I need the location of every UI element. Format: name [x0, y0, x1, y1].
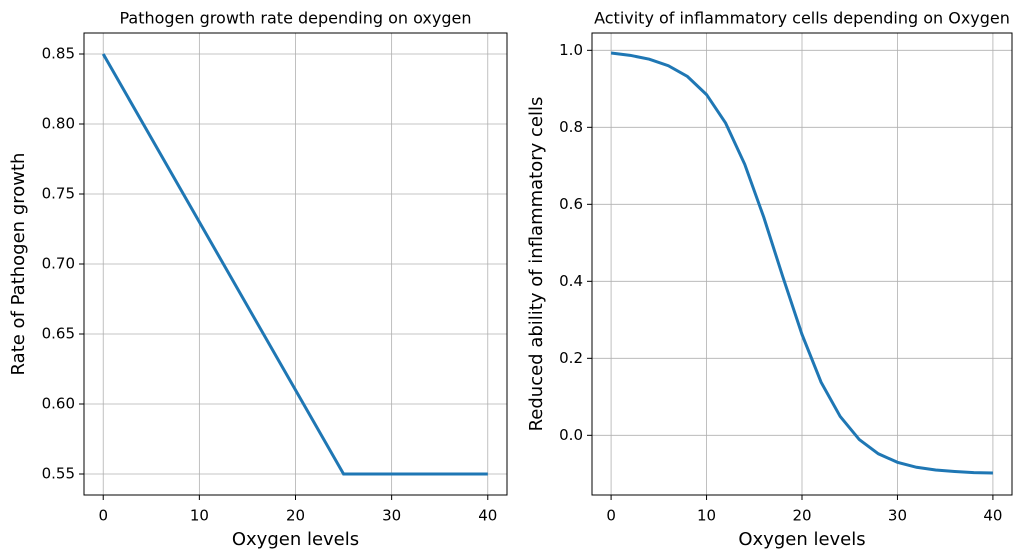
y-tick-label: 0.2 [559, 349, 583, 367]
y-tick-label: 0.0 [559, 426, 583, 444]
y-tick-label: 0.75 [42, 185, 75, 203]
y-tick-label: 0.6 [559, 195, 583, 213]
plot-frame [591, 32, 1013, 496]
y-tick-label: 0.60 [42, 395, 75, 413]
y-tick-label: 0.8 [559, 118, 583, 136]
y-axis-label: Rate of Pathogen growth [8, 153, 29, 376]
x-axis-label: Oxygen levels [232, 529, 359, 550]
x-axis-label: Oxygen levels [738, 529, 865, 550]
y-tick-label: 0.4 [559, 272, 583, 290]
line [101, 53, 488, 476]
y-tick-label: 0.55 [42, 465, 75, 483]
x-tick-label: 0 [98, 507, 108, 525]
x-tick-label: 20 [792, 507, 811, 525]
y-tick-label: 0.80 [42, 115, 75, 133]
x-tick-label: 30 [382, 507, 401, 525]
y-tick-label: 1.0 [559, 41, 583, 59]
plot-frame [83, 32, 508, 496]
x-tick-label: 40 [478, 507, 497, 525]
x-tick-label: 30 [888, 507, 907, 525]
x-tick-label: 20 [286, 507, 305, 525]
y-tick-label: 0.65 [42, 325, 75, 343]
x-tick-label: 40 [983, 507, 1002, 525]
x-tick-label: 0 [606, 507, 616, 525]
y-axis-label: Reduced ability of inflammatory cells [526, 97, 547, 432]
y-tick-label: 0.85 [42, 45, 75, 63]
chart-title: Activity of inflammatory cells depending… [594, 9, 1010, 28]
chart-title: Pathogen growth rate depending on oxygen [119, 9, 471, 28]
y-tick-label: 0.70 [42, 255, 75, 273]
x-tick-label: 10 [190, 507, 209, 525]
line [610, 51, 993, 475]
x-tick-label: 10 [697, 507, 716, 525]
